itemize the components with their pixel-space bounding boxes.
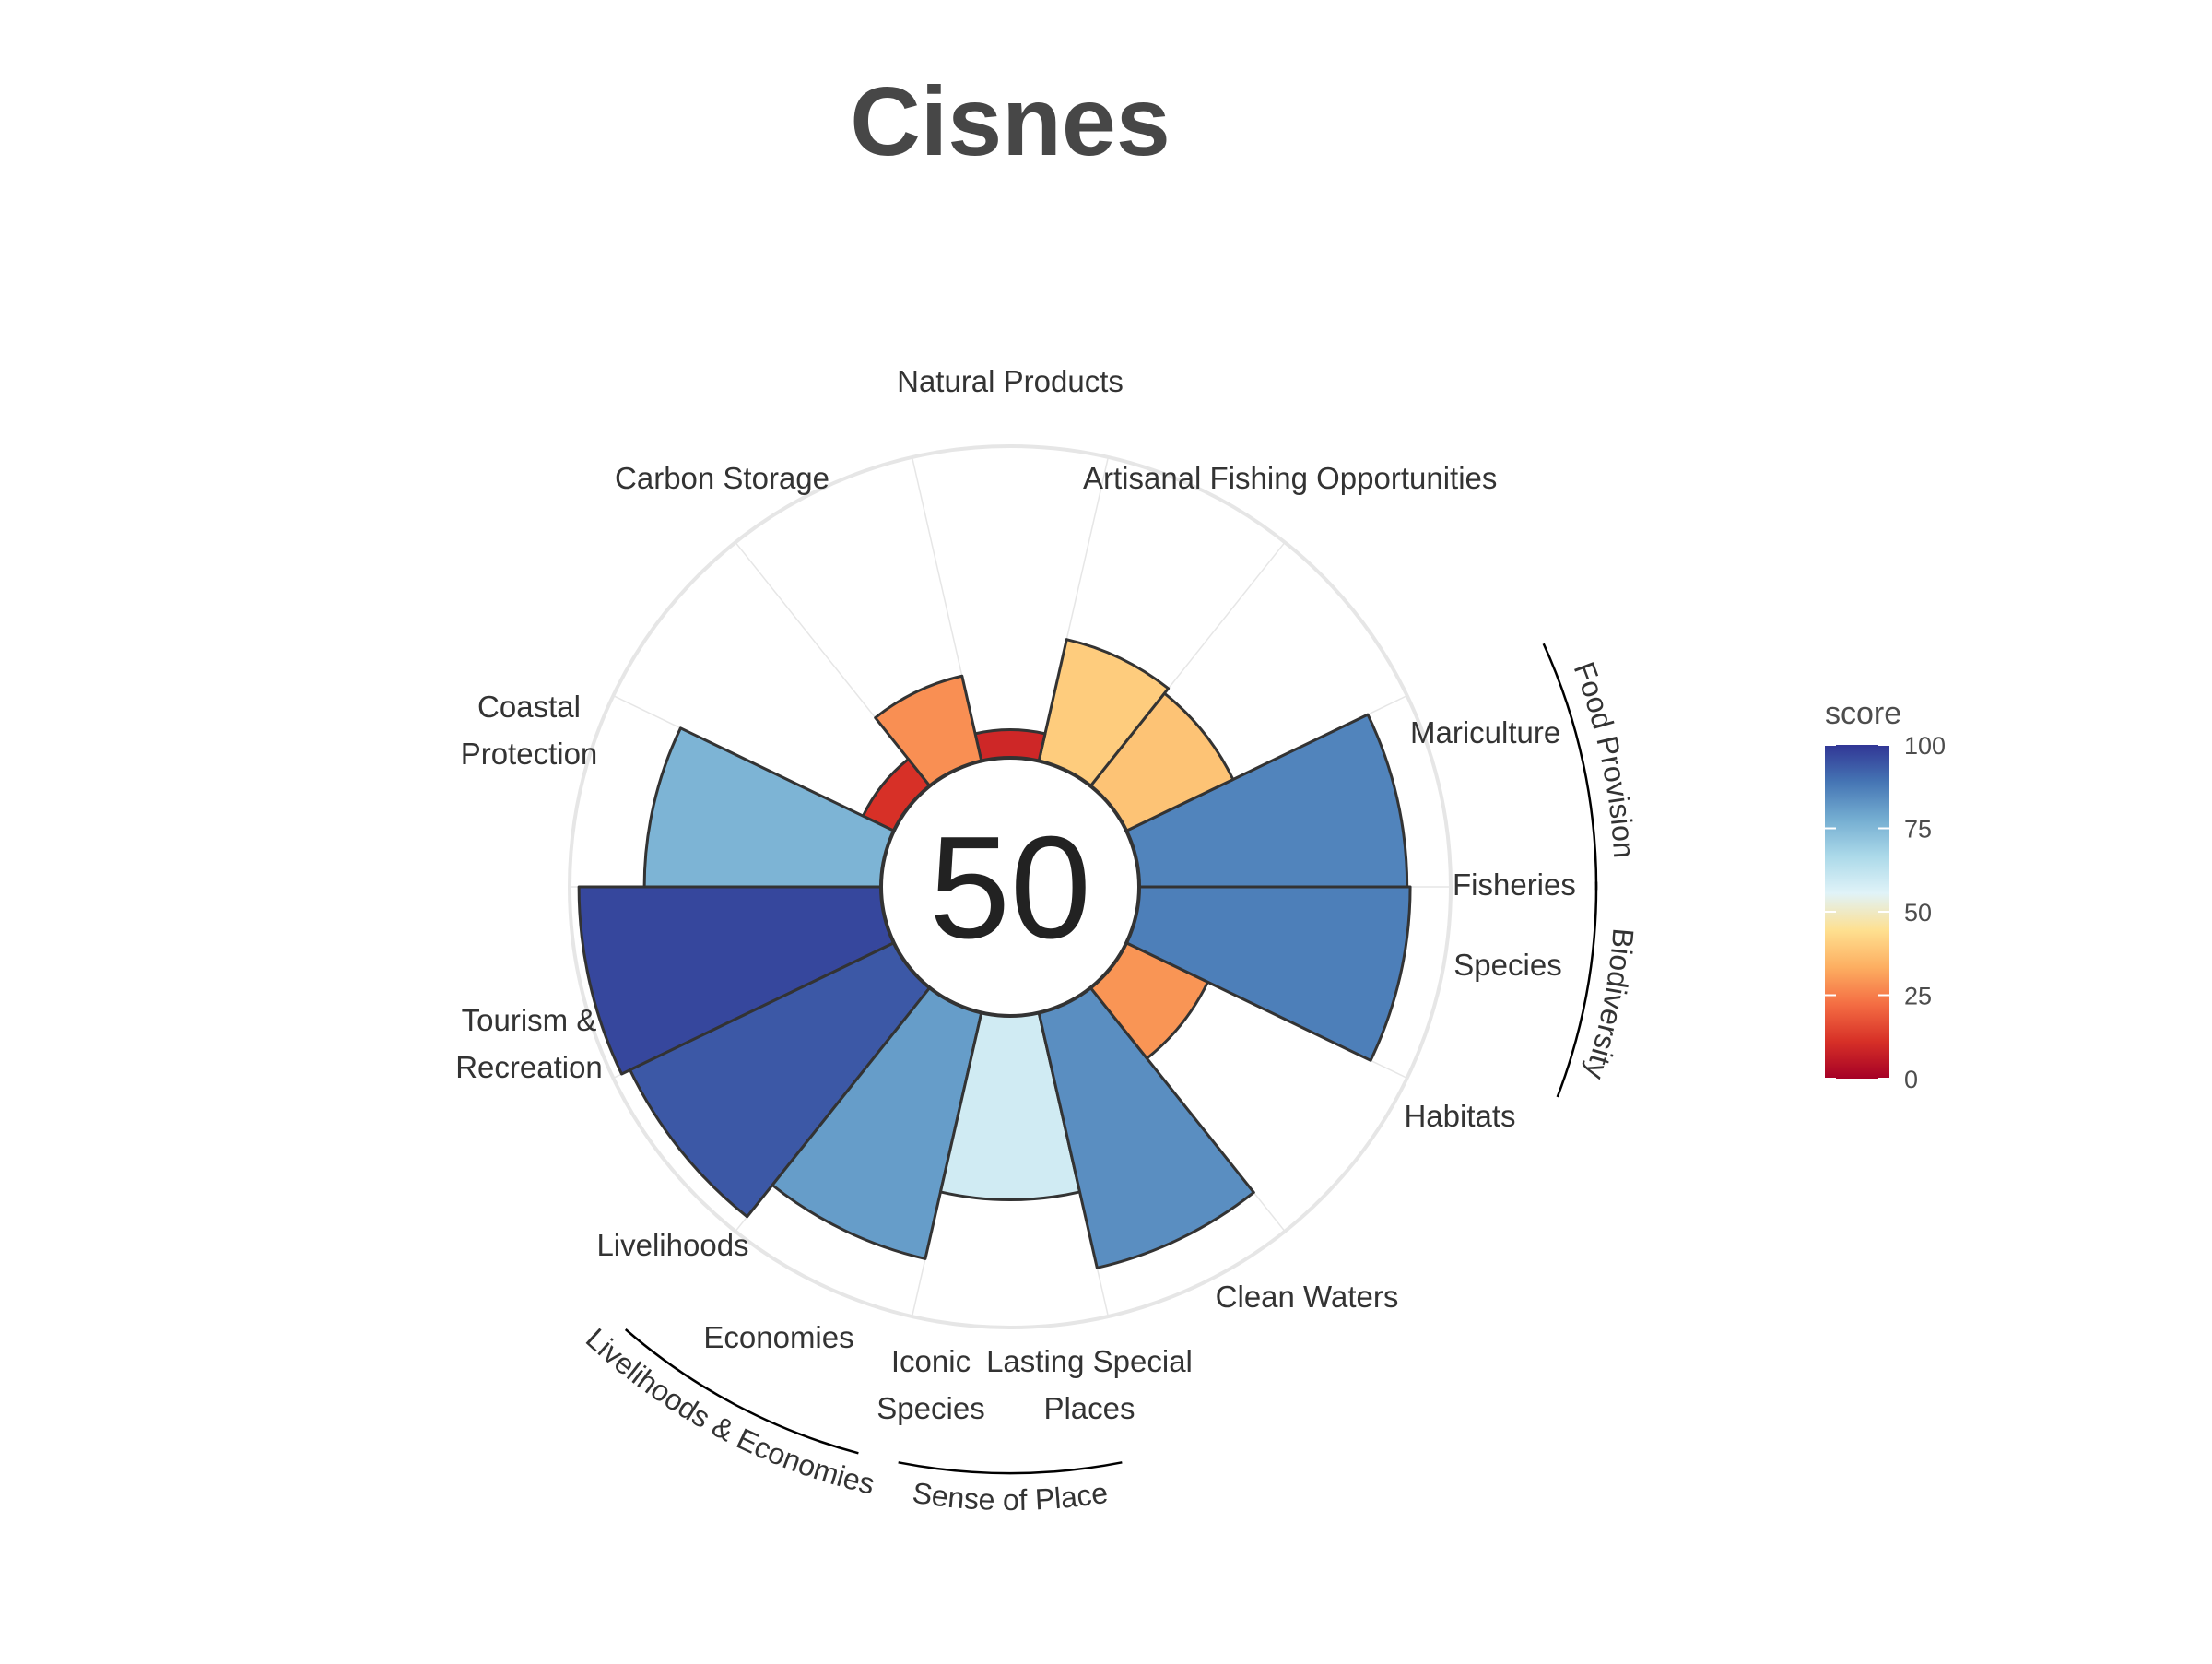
goal-label-carbon-storage: Carbon Storage — [615, 461, 830, 495]
goal-label-species: Species — [1453, 948, 1561, 982]
overall-score: 50 — [929, 807, 1091, 969]
chart-title: Cisnes — [850, 67, 1171, 176]
goal-label-economies: Economies — [703, 1320, 853, 1354]
goal-label-lasting-special-places: Places — [1043, 1391, 1135, 1425]
legend-tick-label: 100 — [1904, 732, 1946, 760]
goal-label-tourism-and-recreation: Tourism & — [462, 1003, 597, 1037]
legend-tick-label: 0 — [1904, 1066, 1918, 1093]
goal-label-iconic-species: Species — [877, 1391, 984, 1425]
goal-label-mariculture: Mariculture — [1410, 715, 1560, 749]
group-label-sense-of-place: Sense of Place — [911, 1476, 1110, 1516]
group-label-biodiversity: Biodiversity — [1579, 926, 1641, 1083]
goal-label-tourism-and-recreation: Recreation — [455, 1050, 603, 1084]
goal-label-livelihoods: Livelihoods — [596, 1228, 748, 1262]
score-bars — [577, 638, 1412, 1269]
goal-label-lasting-special-places: Lasting Special — [986, 1344, 1193, 1378]
legend-tick-label: 25 — [1904, 983, 1932, 1010]
legend-tick-label: 75 — [1904, 816, 1932, 844]
group-arc-livelihoods-and-economies — [624, 1328, 859, 1455]
legend-title: score — [1825, 696, 1901, 731]
group-arc-sense-of-place — [898, 1461, 1123, 1475]
group-label-food-provision: Food Provision — [1568, 657, 1641, 858]
legend-tick-label: 50 — [1904, 899, 1932, 926]
goal-label-habitats: Habitats — [1404, 1099, 1515, 1133]
goal-label-coastal-protection: Coastal — [477, 690, 581, 724]
bar-tourism-and-recreation — [642, 726, 899, 889]
legend-ticks: 0 25 50 75 100 — [1825, 732, 1946, 1093]
goal-label-clean-waters: Clean Waters — [1216, 1280, 1399, 1314]
goal-label-iconic-species: Iconic — [891, 1344, 971, 1378]
goal-labels: Fisheries Mariculture Artisanal Fishing Op… — [455, 364, 1576, 1425]
goal-label-artisanal-fishing-opportunities: Artisanal Fishing Opportunities — [1083, 461, 1497, 495]
goal-label-fisheries: Fisheries — [1453, 867, 1576, 902]
group-arc-biodiversity — [1556, 881, 1598, 1098]
goal-label-coastal-protection: Protection — [461, 737, 598, 771]
color-legend: score 0 25 50 75 100 — [1825, 696, 1946, 1093]
center-circle — [879, 756, 1141, 1018]
goal-label-natural-products: Natural Products — [897, 364, 1124, 398]
group-arc-food-provision — [1542, 643, 1598, 891]
